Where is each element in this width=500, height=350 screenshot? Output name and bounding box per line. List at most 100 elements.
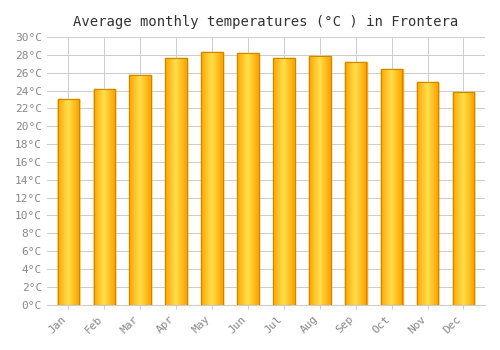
Bar	[71, 99, 72, 304]
Bar	[255, 53, 256, 304]
Bar	[134, 76, 135, 304]
Bar	[356, 62, 357, 304]
Bar	[314, 56, 315, 304]
Bar	[311, 56, 312, 304]
Bar	[352, 62, 353, 304]
Bar	[179, 58, 180, 304]
Bar	[455, 92, 456, 304]
Bar	[462, 92, 463, 304]
Bar	[284, 58, 285, 304]
Bar	[175, 58, 176, 304]
Bar	[309, 56, 330, 304]
Bar	[172, 58, 174, 304]
Bar	[75, 99, 76, 304]
Bar	[146, 76, 147, 304]
Bar	[147, 76, 148, 304]
Bar	[388, 69, 389, 304]
Bar	[273, 58, 274, 304]
Bar	[392, 69, 393, 304]
Bar	[420, 82, 421, 304]
Bar	[349, 62, 350, 304]
Bar	[61, 99, 62, 304]
Bar	[419, 82, 420, 304]
Bar	[425, 82, 426, 304]
Bar	[166, 58, 167, 304]
Bar	[218, 52, 219, 304]
Bar	[108, 89, 109, 304]
Bar	[275, 58, 276, 304]
Bar	[182, 58, 183, 304]
Bar	[253, 53, 254, 304]
Bar	[74, 99, 75, 304]
Bar	[135, 76, 136, 304]
Bar	[358, 62, 359, 304]
Bar	[437, 82, 438, 304]
Bar	[326, 56, 327, 304]
Bar	[432, 82, 434, 304]
Bar	[362, 62, 363, 304]
Bar	[169, 58, 170, 304]
Bar	[471, 92, 472, 304]
Bar	[145, 76, 146, 304]
Bar	[63, 99, 64, 304]
Bar	[314, 56, 315, 304]
Bar	[353, 62, 354, 304]
Bar	[423, 82, 424, 304]
Bar	[385, 69, 386, 304]
Bar	[107, 89, 108, 304]
Bar	[142, 76, 143, 304]
Bar	[102, 89, 103, 304]
Bar	[289, 58, 290, 304]
Bar	[242, 53, 243, 304]
Bar	[114, 89, 115, 304]
Bar	[363, 62, 364, 304]
Bar	[293, 58, 294, 304]
Bar	[396, 69, 397, 304]
Bar	[105, 89, 106, 304]
Bar	[76, 99, 77, 304]
Bar	[395, 69, 396, 304]
Bar	[323, 56, 324, 304]
Bar	[99, 89, 100, 304]
Bar	[202, 52, 203, 304]
Bar	[464, 92, 465, 304]
Bar	[397, 69, 398, 304]
Bar	[321, 56, 322, 304]
Bar	[393, 69, 394, 304]
Bar	[102, 89, 103, 304]
Bar	[430, 82, 431, 304]
Bar	[365, 62, 366, 304]
Bar	[246, 53, 248, 304]
Bar	[286, 58, 287, 304]
Bar	[149, 76, 150, 304]
Bar	[349, 62, 350, 304]
Bar	[220, 52, 222, 304]
Bar	[317, 56, 318, 304]
Bar	[178, 58, 179, 304]
Bar	[417, 82, 418, 304]
Bar	[66, 99, 68, 304]
Bar	[433, 82, 434, 304]
Title: Average monthly temperatures (°C ) in Frontera: Average monthly temperatures (°C ) in Fr…	[74, 15, 458, 29]
Bar	[465, 92, 466, 304]
Bar	[291, 58, 292, 304]
Bar	[204, 52, 205, 304]
Bar	[386, 69, 387, 304]
Bar	[291, 58, 292, 304]
Bar	[244, 53, 245, 304]
Bar	[384, 69, 385, 304]
Bar	[284, 58, 286, 304]
Bar	[401, 69, 402, 304]
Bar	[252, 53, 254, 304]
Bar	[466, 92, 467, 304]
Bar	[176, 58, 177, 304]
Bar	[58, 99, 79, 304]
Bar	[399, 69, 400, 304]
Bar	[327, 56, 328, 304]
Bar	[365, 62, 366, 304]
Bar	[256, 53, 257, 304]
Bar	[330, 56, 331, 304]
Bar	[213, 52, 214, 304]
Bar	[248, 53, 249, 304]
Bar	[76, 99, 77, 304]
